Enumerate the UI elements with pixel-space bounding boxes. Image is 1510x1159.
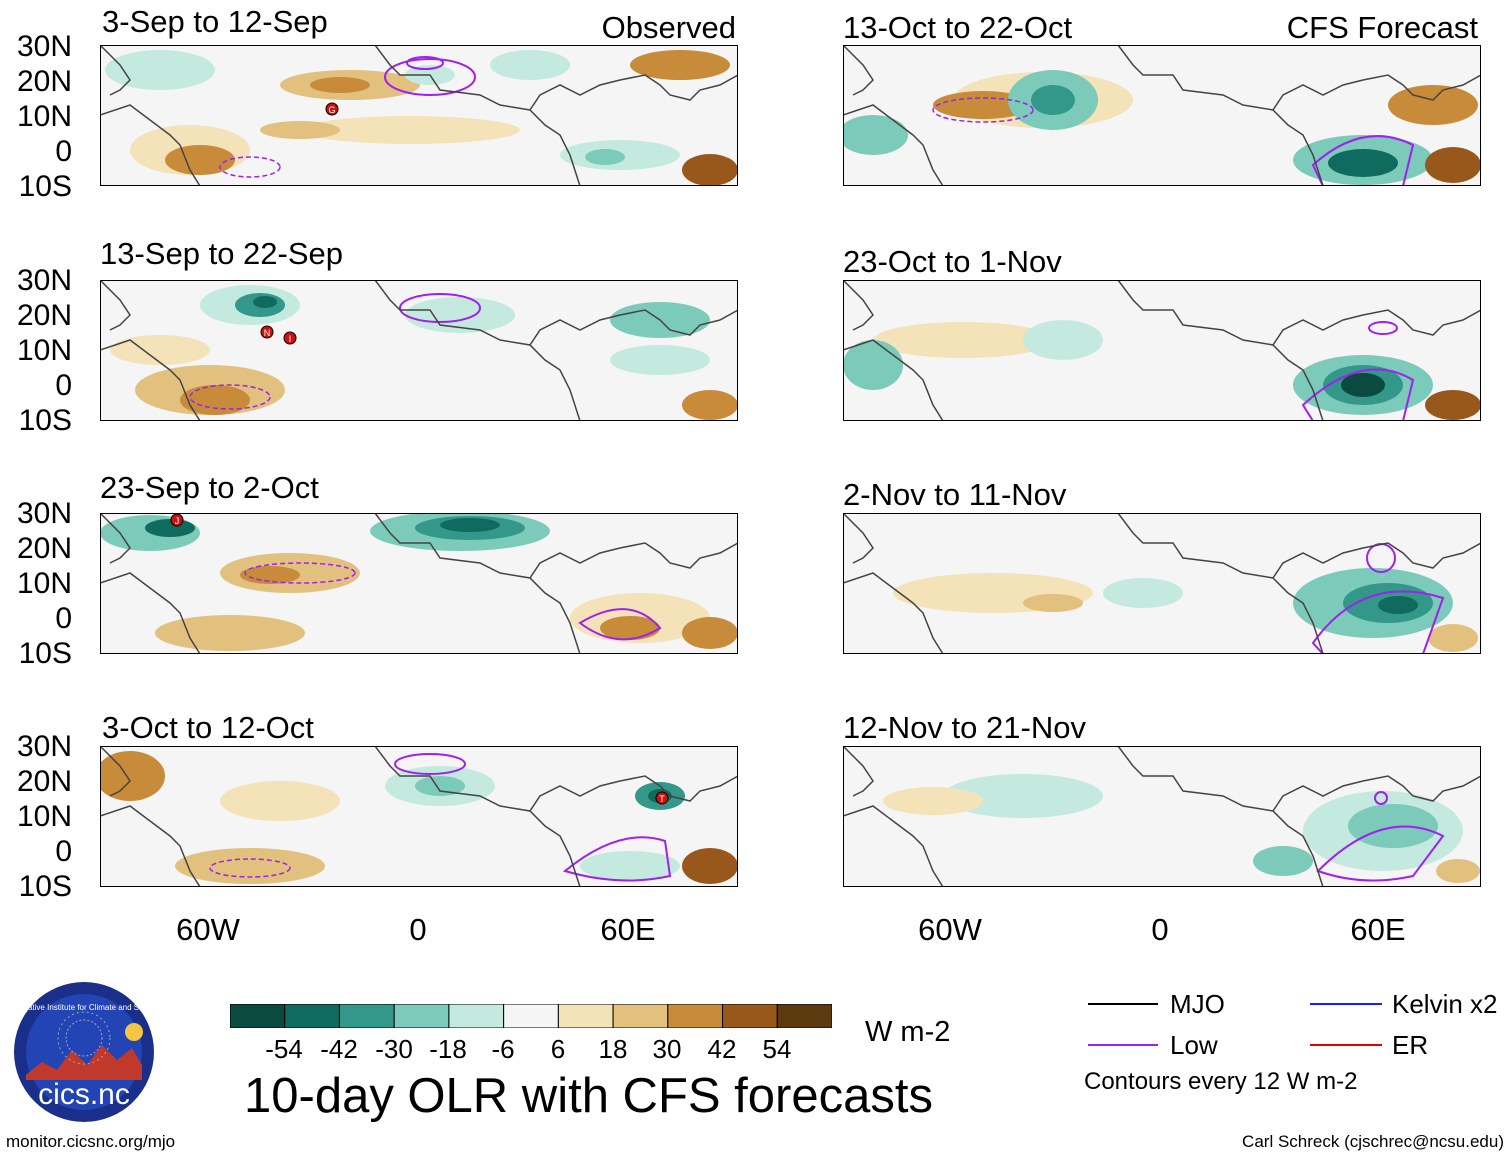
colorbar-tick: -18 (429, 1034, 467, 1064)
colorbar-swatch (503, 1003, 559, 1029)
legend-line-low (1088, 1044, 1158, 1046)
lat-label: 30N (16, 30, 72, 63)
colorbar-tick: -54 (265, 1034, 303, 1064)
lat-label: 10S (18, 404, 72, 437)
lat-label: 10S (18, 637, 72, 670)
cics-logo: Cooperative Institute for Climate and Sa… (2, 980, 166, 1124)
olr-map-4: T (100, 746, 738, 887)
storm-marker-n: N (260, 325, 274, 339)
lon-label: 60E (1350, 912, 1406, 947)
storm-marker-t: T (655, 791, 669, 805)
lon-label: 60W (918, 912, 982, 947)
colorbar-swatch (448, 1003, 505, 1029)
logo-text: cics.nc (38, 1078, 130, 1111)
olr-map-3: J (100, 513, 738, 654)
storm-marker-j: J (170, 513, 184, 527)
lon-label: 60E (600, 912, 656, 947)
lat-label: 0 (55, 135, 72, 168)
colorbar-swatch (338, 1003, 395, 1029)
panel-title-6: 23-Oct to 1-Nov (843, 244, 1062, 279)
colorbar-swatch (229, 1003, 286, 1029)
colorbar-tick: 30 (652, 1034, 682, 1064)
legend-note: Contours every 12 W m-2 (1084, 1068, 1358, 1095)
lat-label: 10N (16, 567, 72, 600)
lat-label: 10S (18, 170, 72, 203)
colorbar-tick: -42 (320, 1034, 358, 1064)
panel-subtitle-forecast: CFS Forecast (1286, 10, 1478, 45)
panel-title-4: 3-Oct to 12-Oct (102, 710, 314, 745)
colorbar-swatch (557, 1003, 614, 1029)
colorbar-tick: 6 (550, 1034, 566, 1064)
panel-title-7: 2-Nov to 11-Nov (843, 477, 1067, 512)
storm-marker-g: G (325, 102, 339, 116)
colorbar-swatch (612, 1003, 669, 1029)
colorbar-units: W m-2 (865, 1016, 951, 1048)
footer-credit: Carl Schreck (cjschrec@ncsu.edu) (1242, 1132, 1504, 1151)
panel-title-1: 3-Sep to 12-Sep (102, 4, 328, 39)
legend-label-low: Low (1170, 1030, 1218, 1060)
colorbar-swatch (776, 1003, 833, 1029)
legend-label-er: ER (1392, 1030, 1429, 1060)
lat-label: 0 (55, 369, 72, 402)
lat-label: 20N (16, 65, 72, 98)
olr-map-2: N I (100, 280, 738, 421)
olr-map-6 (843, 280, 1481, 421)
lat-label: 20N (16, 299, 72, 332)
panel-title-8: 12-Nov to 21-Nov (843, 710, 1086, 745)
lon-label: 0 (1151, 912, 1169, 947)
footer-url: monitor.cicsnc.org/mjo (6, 1132, 176, 1151)
lon-label: 0 (409, 912, 427, 947)
lat-label: 10N (16, 334, 72, 367)
logo-ring-text: Cooperative Institute for Climate and Sa… (12, 1003, 156, 1012)
colorbar-swatch (284, 1003, 340, 1029)
panel-title-3: 23-Sep to 2-Oct (100, 470, 319, 505)
panel-title-5: 13-Oct to 22-Oct (843, 10, 1073, 45)
colorbar-tick: 18 (598, 1034, 628, 1064)
colorbar-swatch (393, 1003, 450, 1029)
lat-label: 10N (16, 100, 72, 133)
storm-marker-label: N (264, 328, 271, 338)
panel-subtitle-observed: Observed (601, 10, 736, 45)
colorbar-tick: -6 (491, 1034, 515, 1064)
legend-line-mjo (1088, 1003, 1158, 1005)
lat-label: 20N (16, 532, 72, 565)
colorbar-swatch (722, 1003, 778, 1029)
colorbar-tick: 42 (707, 1034, 737, 1064)
lat-label: 30N (16, 497, 72, 530)
storm-marker-label: G (328, 105, 335, 115)
storm-marker-i: I (283, 331, 297, 345)
olr-map-8 (843, 746, 1481, 887)
panel-title-2: 13-Sep to 22-Sep (100, 236, 344, 271)
storm-marker-label: T (659, 794, 665, 804)
storm-marker-label: J (175, 516, 180, 526)
lat-label: 30N (16, 264, 72, 297)
lat-label: 30N (16, 730, 72, 763)
lat-label: 0 (55, 602, 72, 635)
legend-line-er (1310, 1044, 1382, 1046)
lat-label: 0 (55, 835, 72, 868)
olr-map-5 (843, 45, 1481, 186)
legend-label-kelvin: Kelvin x2 (1392, 989, 1498, 1019)
lat-label: 10S (18, 870, 72, 903)
colorbar-tick: -30 (375, 1034, 413, 1064)
lat-label: 10N (16, 800, 72, 833)
colorbar-swatch (667, 1003, 724, 1029)
legend-line-kelvin (1310, 1003, 1382, 1005)
olr-map-7 (843, 513, 1481, 654)
lon-label: 60W (176, 912, 240, 947)
colorbar-tick: 54 (762, 1034, 792, 1064)
legend-label-mjo: MJO (1170, 989, 1225, 1019)
storm-marker-label: I (289, 334, 292, 344)
lat-label: 20N (16, 765, 72, 798)
main-title: 10-day OLR with CFS forecasts (244, 1069, 933, 1123)
olr-map-1: G (100, 45, 738, 186)
colorbar (229, 1003, 833, 1029)
